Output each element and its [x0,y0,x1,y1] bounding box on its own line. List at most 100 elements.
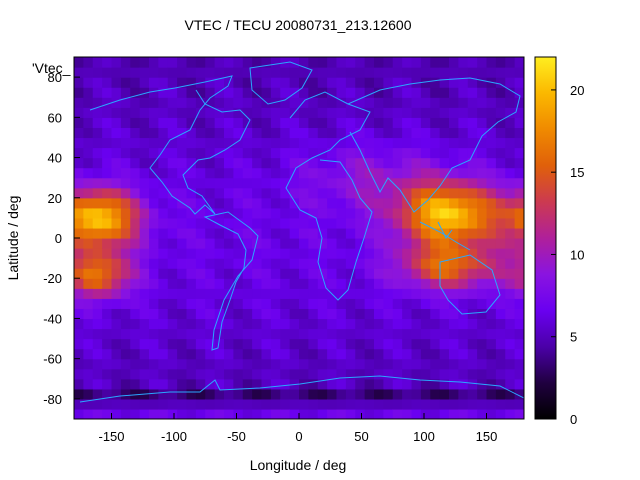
heatmap-cell [449,197,459,209]
heatmap-cell [477,87,488,98]
heatmap-cell [120,398,131,410]
heatmap-cell [149,137,159,149]
heatmap-cell [158,157,169,169]
heatmap-cell [270,268,281,279]
heatmap-cell [289,127,300,139]
heatmap-cell [364,238,375,249]
heatmap-cell [280,358,291,370]
heatmap-cell [214,97,225,108]
heatmap-cell [139,207,150,219]
heatmap-cell [449,167,459,179]
heatmap-cell [299,348,309,360]
heatmap-cell [374,107,384,118]
heatmap-cell [336,318,347,330]
coast-south-america [203,211,259,351]
heatmap-cell [158,358,169,370]
heatmap-cell [205,408,216,419]
heatmap-cell [149,57,159,68]
heatmap-cell [495,288,506,299]
heatmap-cell [514,157,524,169]
heatmap-cell [289,97,300,108]
coast-north-america [89,75,251,215]
heatmap-cell [392,408,403,419]
heatmap-cell [205,197,216,209]
heatmap-cell [467,207,478,219]
heatmap-cell [111,368,122,380]
heatmap-cell [439,157,450,169]
heatmap-cell [345,398,356,410]
heatmap-cell [411,258,422,269]
heatmap-cell [495,97,506,108]
heatmap-cell [430,288,441,299]
heatmap-cell [299,187,309,199]
heatmap-cell [374,358,384,370]
heatmap-cell [355,318,366,330]
heatmap-cell [411,358,422,370]
heatmap-cell [411,298,422,309]
heatmap-cell [149,117,159,128]
heatmap-cell [177,398,188,410]
heatmap-cell [270,348,281,360]
heatmap-cell [139,358,150,370]
heatmap-cell [158,388,169,400]
heatmap-cell [439,308,450,320]
heatmap-cell [186,338,197,350]
heatmap-cell [299,298,309,309]
heatmap-cell [270,378,281,390]
heatmap-cell [308,248,319,259]
heatmap-cell [242,328,253,340]
heatmap-cell [205,97,216,108]
heatmap-cell [83,288,94,299]
heatmap-cell [186,107,197,118]
heatmap-cell [233,308,244,320]
heatmap-cell [336,67,347,78]
heatmap-cell [252,127,263,139]
heatmap-cell [92,157,103,169]
heatmap-cell [139,328,150,340]
heatmap-cell [102,127,113,139]
heatmap-cell [177,227,188,239]
heatmap-cell [336,107,347,118]
heatmap-cell [120,127,131,139]
heatmap-cell [252,388,263,400]
heatmap-cell [205,157,216,169]
heatmap-cell [186,127,197,139]
heatmap-cell [439,97,450,108]
heatmap-cell [195,147,206,159]
heatmap-cell [102,358,113,370]
heatmap-cell [205,57,216,68]
heatmap-cell [195,268,206,279]
heatmap-cell [186,217,197,229]
heatmap-cell [92,298,103,309]
heatmap-cell [458,278,469,289]
heatmap-cell [177,288,188,299]
heatmap-cell [402,338,413,350]
heatmap-cell [486,378,497,390]
heatmap-cell [120,248,131,259]
heatmap-cell [392,318,403,330]
heatmap-cell [449,117,459,128]
heatmap-cell [505,338,516,350]
heatmap-cell [495,278,506,289]
heatmap-cell [130,248,141,259]
heatmap-cell [270,217,281,229]
heatmap-cell [224,238,234,249]
heatmap-cell [402,87,413,98]
heatmap-cell [486,278,497,289]
heatmap-cell [280,137,291,149]
heatmap-cell [102,408,113,419]
heatmap-cell [336,348,347,360]
heatmap-cell [186,358,197,370]
heatmap-cell [495,167,506,179]
heatmap-cell [458,298,469,309]
heatmap-cell [130,348,141,360]
heatmap-cell [439,348,450,360]
heatmap-cell [111,97,122,108]
coastlines [79,61,524,403]
heatmap-cell [439,318,450,330]
heatmap-cell [345,408,356,419]
heatmap-cell [130,227,141,239]
heatmap-cell [430,338,441,350]
heatmap-cell [242,358,253,370]
heatmap-cell [92,67,103,78]
